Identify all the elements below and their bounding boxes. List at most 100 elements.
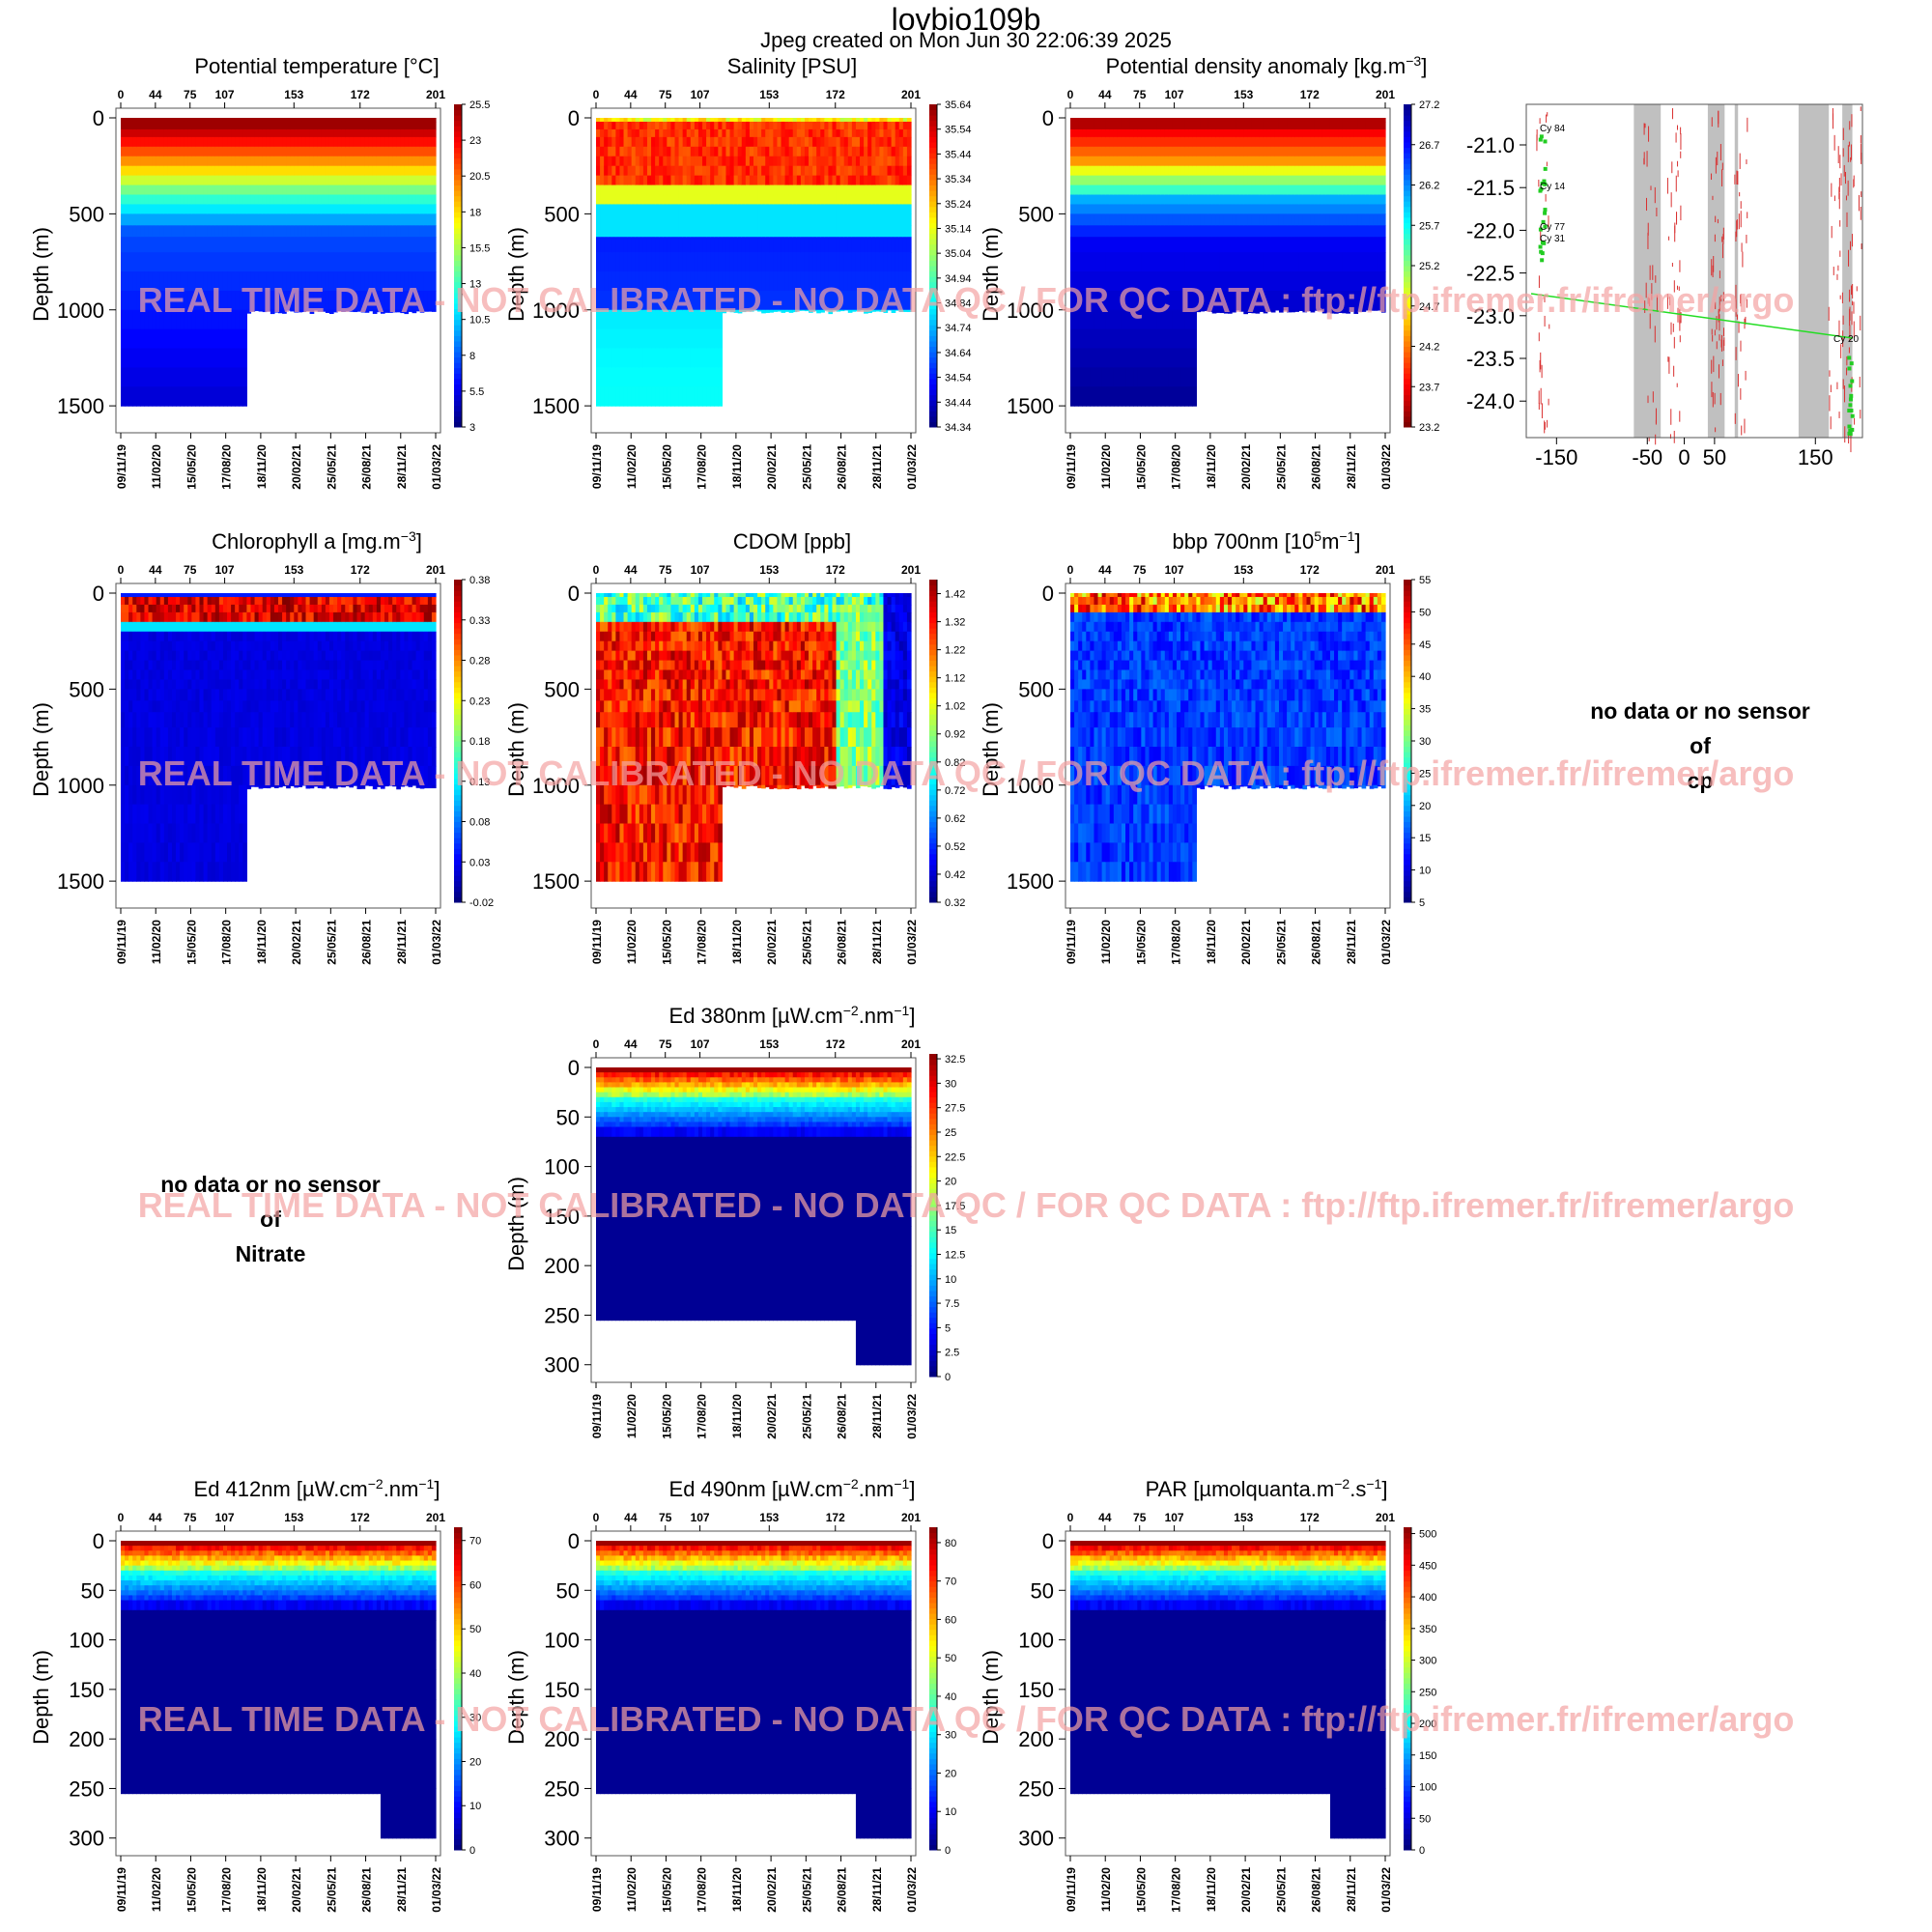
heat-cell (1133, 146, 1138, 157)
heat-cell (199, 118, 205, 123)
heat-cell (753, 225, 758, 238)
heat-cell (1373, 128, 1378, 138)
heat-cell (635, 136, 640, 148)
heat-cell (761, 185, 766, 196)
heat-cell (341, 213, 346, 226)
heat-cell (408, 213, 413, 226)
colorbar-swatch (929, 115, 937, 122)
heat-cell (211, 386, 216, 407)
heat-cell (1113, 128, 1119, 138)
heat-cell (875, 225, 880, 238)
heat-cell (745, 252, 751, 272)
heat-cell (1353, 121, 1359, 130)
heat-cell (294, 175, 298, 186)
heat-cell (843, 165, 849, 177)
heat-cell (242, 175, 247, 186)
heat-cell (627, 121, 633, 130)
heat-cell (855, 194, 861, 206)
heat-cell (1082, 204, 1087, 214)
heat-cell (1263, 213, 1268, 226)
heat-cell (1156, 204, 1162, 214)
heat-cell (1070, 290, 1075, 311)
heat-cell (702, 348, 707, 368)
heat-cell (694, 367, 699, 387)
heat-cell (1236, 204, 1240, 214)
heat-cell (678, 185, 684, 196)
heat-cell (631, 165, 637, 177)
heat-cell (368, 128, 374, 138)
heat-cell (380, 204, 385, 214)
heat-cell (239, 367, 243, 387)
heat-cell (1101, 290, 1107, 311)
heat-cell (1380, 146, 1386, 157)
heat-cell (1377, 121, 1382, 130)
heat-cell (1278, 165, 1284, 177)
heat-cell (902, 146, 908, 157)
heat-cell (404, 146, 410, 157)
heat-cell (400, 194, 405, 206)
heat-cell (646, 225, 652, 238)
heat-cell (663, 309, 668, 330)
heat-cell (659, 136, 664, 148)
heat-cell (364, 309, 370, 313)
heat-cell (199, 386, 205, 407)
colorbar-tick-label: 34.74 (945, 323, 972, 334)
heat-cell (898, 204, 904, 214)
heat-cell (781, 121, 786, 130)
heat-cell (1160, 136, 1166, 148)
heat-cell (1145, 309, 1151, 330)
heat-cell (167, 290, 173, 311)
heat-cell (725, 309, 731, 311)
cycle-tick-label: 0 (593, 88, 600, 101)
heat-cell (1105, 290, 1111, 311)
heat-cell (250, 213, 256, 226)
heat-cell (608, 204, 612, 214)
heat-cell (627, 118, 633, 123)
heat-cell (1156, 118, 1162, 123)
heat-cell (176, 146, 181, 157)
heat-cell (1270, 237, 1276, 253)
heat-cell (667, 252, 672, 272)
heat-cell (847, 194, 853, 206)
heat-cell (646, 121, 652, 130)
heat-cell (891, 156, 896, 167)
heat-cell (1101, 225, 1107, 238)
heat-cell (211, 204, 216, 214)
heat-cell (207, 128, 213, 138)
heat-cell (258, 136, 264, 148)
heat-cell (148, 146, 154, 157)
heat-cell (144, 185, 150, 196)
heat-cell (1133, 252, 1138, 272)
heat-cell (392, 146, 397, 157)
heat-cell (611, 309, 616, 330)
heat-cell (828, 128, 834, 138)
heat-cell (1329, 271, 1335, 292)
heat-cell (1232, 237, 1236, 253)
heat-cell (187, 204, 192, 214)
heat-cell (596, 165, 601, 177)
heat-cell (1255, 225, 1261, 238)
heat-cell (1188, 252, 1193, 272)
heat-cell (1215, 118, 1221, 123)
heat-cell (655, 128, 660, 138)
heat-cell (891, 118, 896, 123)
heat-cell (871, 185, 876, 196)
heat-cell (1353, 175, 1359, 186)
heat-cell (1259, 118, 1264, 123)
heat-cell (1232, 290, 1236, 311)
heat-cell (697, 165, 703, 177)
heat-cell (121, 121, 126, 130)
heat-cell (294, 156, 298, 167)
heat-cell (706, 128, 711, 138)
heat-cell (368, 309, 374, 312)
heat-cell (1306, 309, 1312, 312)
heat-cell (615, 136, 621, 148)
heat-cell (714, 146, 719, 157)
heat-cell (222, 146, 228, 157)
heat-cell (1334, 225, 1339, 238)
heat-cell (1211, 156, 1217, 167)
heat-cell (1369, 252, 1375, 272)
heat-cell (392, 136, 397, 148)
y-tick-label: 1500 (532, 394, 580, 418)
heat-cell (1152, 146, 1158, 157)
